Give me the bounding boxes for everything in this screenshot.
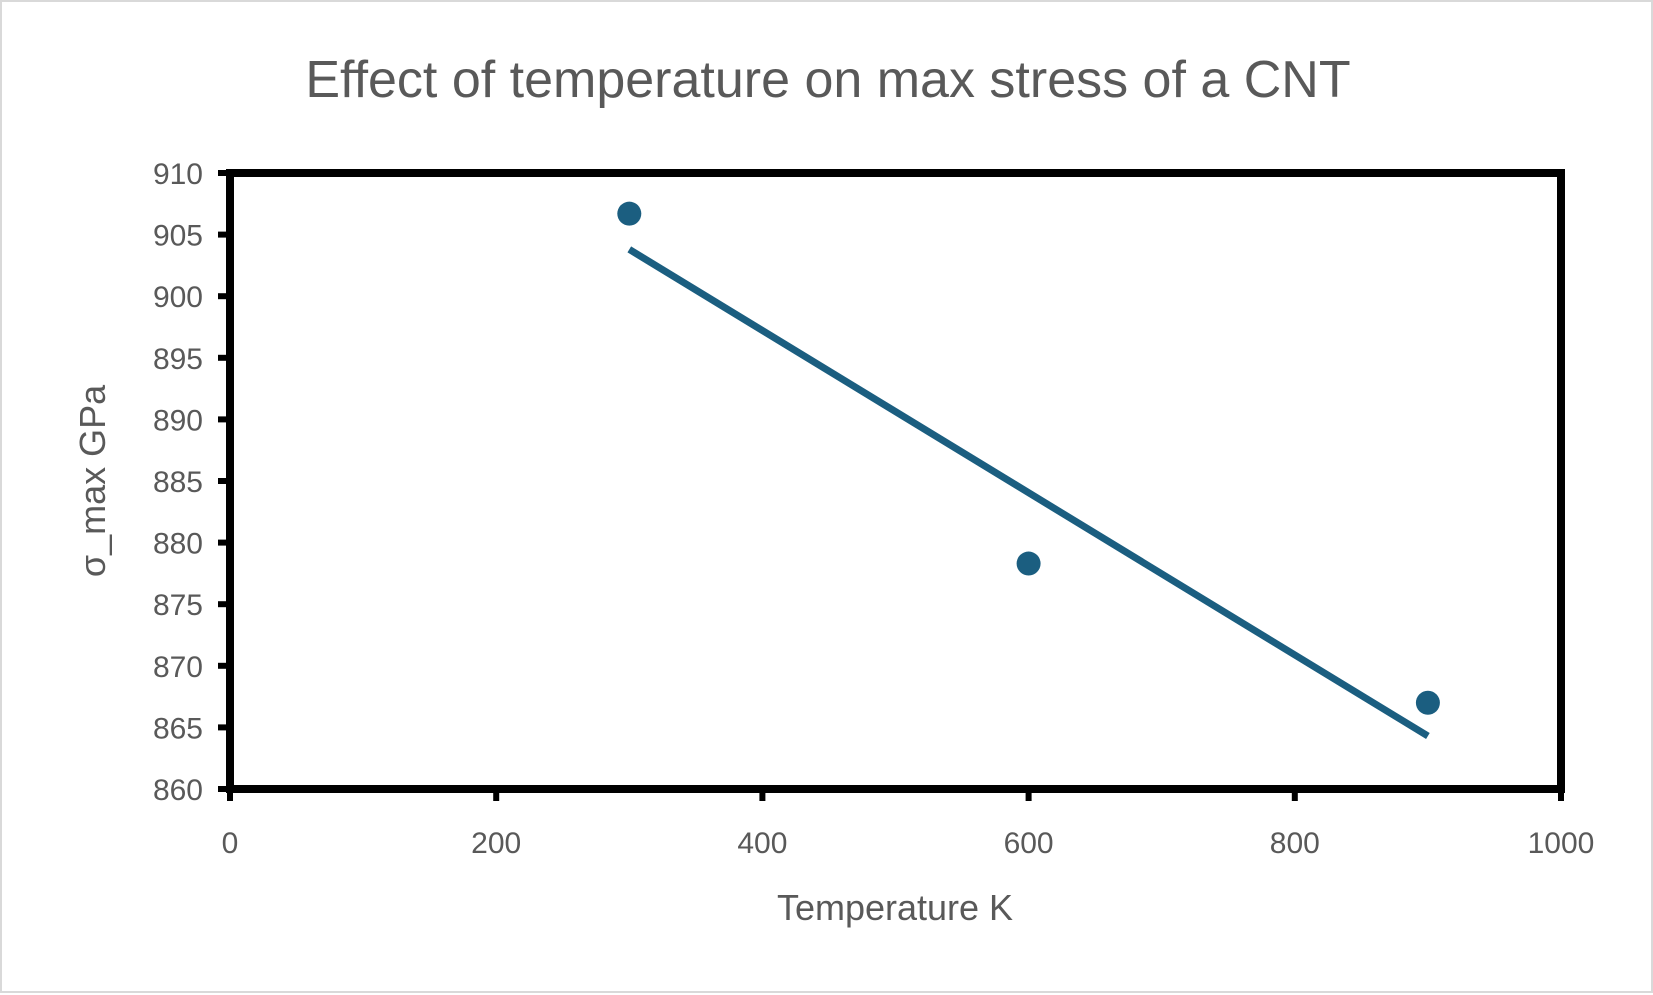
x-axis-ticks: 0 200 400 600 800 1000 <box>222 789 1595 860</box>
y-tick-label: 870 <box>153 651 203 684</box>
y-tick-label: 860 <box>153 774 203 807</box>
y-tick-label: 890 <box>153 404 203 437</box>
x-axis-label: Temperature K <box>777 887 1013 928</box>
y-tick-label: 880 <box>153 528 203 561</box>
y-tick-label: 885 <box>153 466 203 499</box>
y-tick-label: 895 <box>153 343 203 376</box>
x-tick-label: 400 <box>737 827 787 860</box>
y-tick-label: 865 <box>153 712 203 745</box>
trendline <box>627 246 1430 740</box>
x-tick-label: 800 <box>1270 827 1320 860</box>
data-point <box>1415 690 1440 715</box>
x-tick-label: 600 <box>1004 827 1054 860</box>
x-tick-label: 1000 <box>1528 827 1595 860</box>
data-points <box>617 201 1440 715</box>
y-tick-label: 910 <box>153 158 203 191</box>
plot-area <box>226 169 1565 793</box>
y-axis-ticks: 860 865 870 875 880 885 890 895 900 905 910 <box>153 158 230 807</box>
y-tick-label: 875 <box>153 589 203 622</box>
x-tick-label: 0 <box>222 827 239 860</box>
data-point <box>1016 551 1041 576</box>
chart-title: Effect of temperature on max stress of a… <box>305 51 1350 109</box>
data-point <box>617 201 642 226</box>
y-tick-label: 900 <box>153 281 203 314</box>
y-axis-label: σ_max GPa <box>72 384 113 577</box>
y-tick-label: 905 <box>153 220 203 253</box>
x-tick-label: 200 <box>471 827 521 860</box>
